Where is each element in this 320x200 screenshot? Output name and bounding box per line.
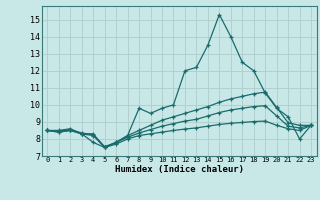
X-axis label: Humidex (Indice chaleur): Humidex (Indice chaleur) [115, 165, 244, 174]
